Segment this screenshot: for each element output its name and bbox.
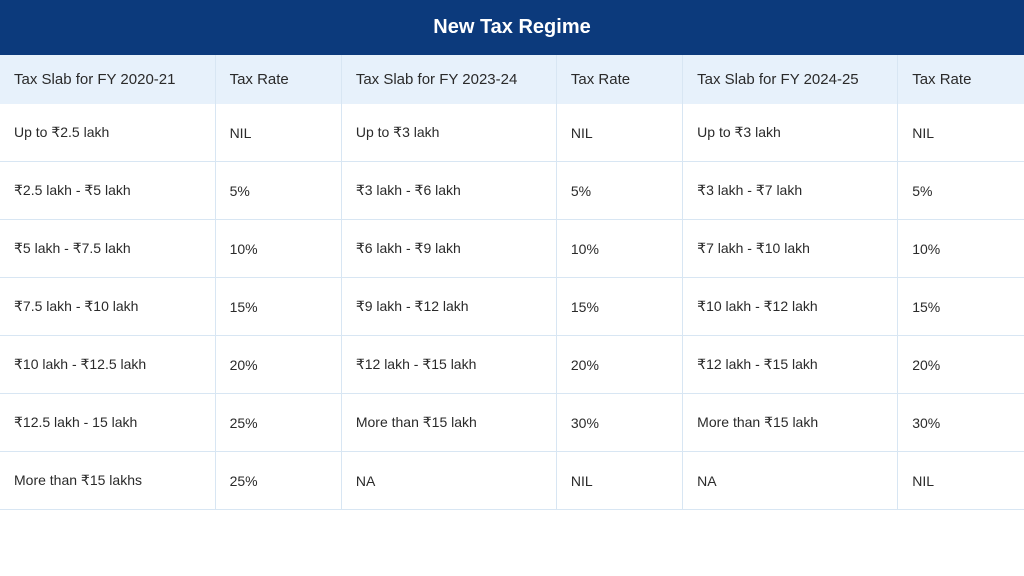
- table-cell: ₹3 lakh - ₹6 lakh: [341, 162, 556, 220]
- table-cell: 25%: [215, 394, 341, 452]
- table-cell: NA: [683, 452, 898, 510]
- table-row: ₹12.5 lakh - 15 lakh 25% More than ₹15 l…: [0, 394, 1024, 452]
- table-cell: ₹6 lakh - ₹9 lakh: [341, 220, 556, 278]
- table-row: ₹5 lakh - ₹7.5 lakh 10% ₹6 lakh - ₹9 lak…: [0, 220, 1024, 278]
- column-header: Tax Rate: [898, 55, 1024, 104]
- table-cell: 15%: [215, 278, 341, 336]
- table-cell: 20%: [556, 336, 682, 394]
- table-cell: 20%: [898, 336, 1024, 394]
- tax-regime-table: Tax Slab for FY 2020-21 Tax Rate Tax Sla…: [0, 55, 1024, 510]
- table-cell: NIL: [215, 104, 341, 162]
- table-cell: NIL: [556, 104, 682, 162]
- table-row: ₹7.5 lakh - ₹10 lakh 15% ₹9 lakh - ₹12 l…: [0, 278, 1024, 336]
- table-cell: 30%: [556, 394, 682, 452]
- table-cell: Up to ₹2.5 lakh: [0, 104, 215, 162]
- table-cell: More than ₹15 lakh: [341, 394, 556, 452]
- table-row: ₹10 lakh - ₹12.5 lakh 20% ₹12 lakh - ₹15…: [0, 336, 1024, 394]
- table-cell: ₹7.5 lakh - ₹10 lakh: [0, 278, 215, 336]
- table-cell: 25%: [215, 452, 341, 510]
- table-cell: 10%: [556, 220, 682, 278]
- table-cell: 5%: [898, 162, 1024, 220]
- table-cell: ₹12 lakh - ₹15 lakh: [341, 336, 556, 394]
- table-cell: 30%: [898, 394, 1024, 452]
- table-cell: More than ₹15 lakhs: [0, 452, 215, 510]
- table-cell: ₹10 lakh - ₹12.5 lakh: [0, 336, 215, 394]
- table-cell: More than ₹15 lakh: [683, 394, 898, 452]
- table-header-row: Tax Slab for FY 2020-21 Tax Rate Tax Sla…: [0, 55, 1024, 104]
- table-cell: NIL: [898, 104, 1024, 162]
- table-cell: 20%: [215, 336, 341, 394]
- column-header: Tax Slab for FY 2024-25: [683, 55, 898, 104]
- table-cell: 10%: [898, 220, 1024, 278]
- column-header: Tax Rate: [556, 55, 682, 104]
- table-row: More than ₹15 lakhs 25% NA NIL NA NIL: [0, 452, 1024, 510]
- table-cell: ₹10 lakh - ₹12 lakh: [683, 278, 898, 336]
- column-header: Tax Rate: [215, 55, 341, 104]
- table-cell: ₹3 lakh - ₹7 lakh: [683, 162, 898, 220]
- table-cell: Up to ₹3 lakh: [341, 104, 556, 162]
- table-row: ₹2.5 lakh - ₹5 lakh 5% ₹3 lakh - ₹6 lakh…: [0, 162, 1024, 220]
- table-cell: 15%: [898, 278, 1024, 336]
- table-cell: 5%: [556, 162, 682, 220]
- table-cell: NIL: [898, 452, 1024, 510]
- table-cell: NIL: [556, 452, 682, 510]
- table-cell: ₹12.5 lakh - 15 lakh: [0, 394, 215, 452]
- table-row: Up to ₹2.5 lakh NIL Up to ₹3 lakh NIL Up…: [0, 104, 1024, 162]
- column-header: Tax Slab for FY 2023-24: [341, 55, 556, 104]
- table-title: New Tax Regime: [0, 0, 1024, 55]
- table-cell: ₹9 lakh - ₹12 lakh: [341, 278, 556, 336]
- table-cell: 15%: [556, 278, 682, 336]
- table-cell: 5%: [215, 162, 341, 220]
- table-cell: ₹5 lakh - ₹7.5 lakh: [0, 220, 215, 278]
- table-cell: ₹7 lakh - ₹10 lakh: [683, 220, 898, 278]
- table-cell: ₹12 lakh - ₹15 lakh: [683, 336, 898, 394]
- table-cell: ₹2.5 lakh - ₹5 lakh: [0, 162, 215, 220]
- table-cell: NA: [341, 452, 556, 510]
- table-body: Up to ₹2.5 lakh NIL Up to ₹3 lakh NIL Up…: [0, 104, 1024, 510]
- table-cell: 10%: [215, 220, 341, 278]
- column-header: Tax Slab for FY 2020-21: [0, 55, 215, 104]
- table-cell: Up to ₹3 lakh: [683, 104, 898, 162]
